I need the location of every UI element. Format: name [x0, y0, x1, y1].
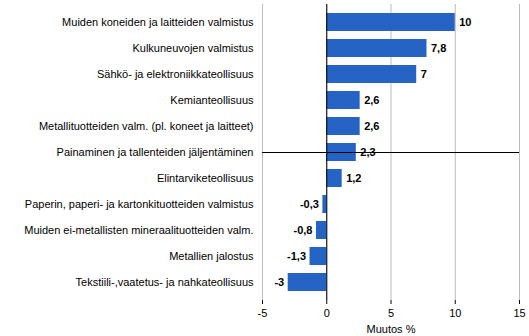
svg-text:7: 7: [421, 68, 427, 80]
svg-text:Painaminen ja tallenteiden jäl: Painaminen ja tallenteiden jäljentäminen: [57, 146, 254, 158]
svg-text:Muutos %: Muutos %: [367, 323, 416, 335]
svg-text:5: 5: [388, 307, 394, 319]
svg-text:Metallien jalostus: Metallien jalostus: [169, 250, 254, 262]
svg-text:10: 10: [449, 307, 461, 319]
svg-text:7,8: 7,8: [431, 42, 446, 54]
svg-text:Tekstiili-,vaatetus- ja nahkat: Tekstiili-,vaatetus- ja nahkateollisuus: [76, 276, 254, 288]
svg-text:-3: -3: [274, 276, 284, 288]
svg-text:15: 15: [513, 307, 525, 319]
svg-text:-1,3: -1,3: [287, 250, 306, 262]
svg-text:-0,3: -0,3: [300, 198, 319, 210]
svg-text:Kulkuneuvojen valmistus: Kulkuneuvojen valmistus: [132, 42, 254, 54]
svg-text:Elintarviketeollisuus: Elintarviketeollisuus: [157, 172, 254, 184]
svg-text:-5: -5: [258, 307, 268, 319]
svg-text:-0,8: -0,8: [294, 224, 313, 236]
svg-text:Muiden ei-metallisten mineraal: Muiden ei-metallisten mineraalituotteide…: [24, 224, 253, 236]
svg-text:Muiden koneiden ja laitteiden: Muiden koneiden ja laitteiden valmistus: [62, 16, 254, 28]
svg-text:10: 10: [459, 16, 471, 28]
svg-text:Sähkö- ja elektroniikkateollis: Sähkö- ja elektroniikkateollisuus: [97, 68, 254, 80]
svg-text:Paperin, paperi- ja kartonkitu: Paperin, paperi- ja kartonkituotteiden v…: [25, 198, 254, 210]
svg-text:0: 0: [324, 307, 330, 319]
svg-text:2,6: 2,6: [364, 120, 379, 132]
svg-text:2,6: 2,6: [364, 94, 379, 106]
svg-text:Kemianteollisuus: Kemianteollisuus: [170, 94, 254, 106]
svg-text:1,2: 1,2: [346, 172, 361, 184]
svg-text:Metallituotteiden valm. (pl. k: Metallituotteiden valm. (pl. koneet ja l…: [39, 120, 254, 132]
svg-text:2,3: 2,3: [360, 146, 375, 158]
